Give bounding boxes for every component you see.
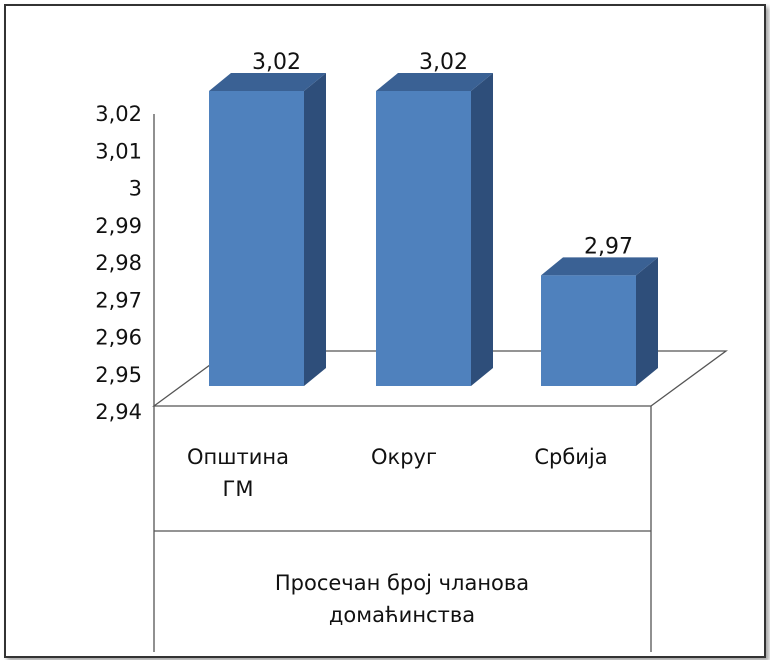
chart-floor — [152, 350, 728, 407]
y-tick-label: 3,02 — [95, 102, 142, 126]
category-label-line: Округ — [371, 445, 437, 469]
category-label: Општина ГМ — [187, 445, 289, 501]
category-label: Округ — [371, 445, 437, 469]
category-label-line: Србија — [534, 445, 607, 469]
bar-group — [209, 73, 326, 386]
data-label: 2,97 — [584, 234, 633, 259]
bar-side — [636, 257, 658, 386]
y-tick-label: 3 — [129, 177, 142, 201]
category-label-line: ГМ — [223, 477, 254, 501]
chart-frame: 2,94 2,95 2,96 2,97 2,98 2,99 3 3,01 3,02 3,02 3,… — [4, 4, 766, 658]
y-tick-label: 2,98 — [95, 251, 142, 275]
bar-group — [541, 257, 658, 386]
x-axis-title: Просечан број чланова домаћинства — [275, 571, 529, 627]
category-labels: Општина ГМ Округ Србија — [187, 445, 608, 501]
x-axis-title-text: Просечан број чланова домаћинства — [275, 571, 529, 627]
bar-top — [209, 73, 326, 91]
bar-group — [376, 73, 493, 386]
bars-layer — [209, 73, 658, 386]
bar — [376, 91, 471, 386]
y-tick-label: 2,95 — [95, 363, 142, 387]
axes-layer — [152, 114, 728, 652]
y-tick-label: 2,94 — [95, 400, 142, 424]
x-axis-title-line: домаћинства — [329, 603, 475, 627]
bar-side — [304, 73, 326, 386]
y-tick-label: 3,01 — [95, 139, 142, 163]
bar-side — [471, 73, 493, 386]
data-label: 3,02 — [252, 50, 301, 75]
x-axis-title-line: Просечан број чланова — [275, 571, 529, 595]
category-label: Србија — [534, 445, 607, 469]
data-label: 3,02 — [419, 50, 468, 75]
data-labels: 3,02 3,02 2,97 — [252, 50, 633, 259]
bar-top — [541, 257, 658, 276]
bar — [209, 91, 304, 386]
y-tick-labels: 2,94 2,95 2,96 2,97 2,98 2,99 3 3,01 3,02 — [95, 102, 142, 424]
y-tick-label: 2,97 — [95, 288, 142, 312]
y-tick-label: 2,99 — [95, 214, 142, 238]
bar — [541, 275, 636, 386]
category-label-line: Општина — [187, 445, 289, 469]
bar-top — [376, 73, 493, 91]
y-tick-label: 2,96 — [95, 326, 142, 350]
